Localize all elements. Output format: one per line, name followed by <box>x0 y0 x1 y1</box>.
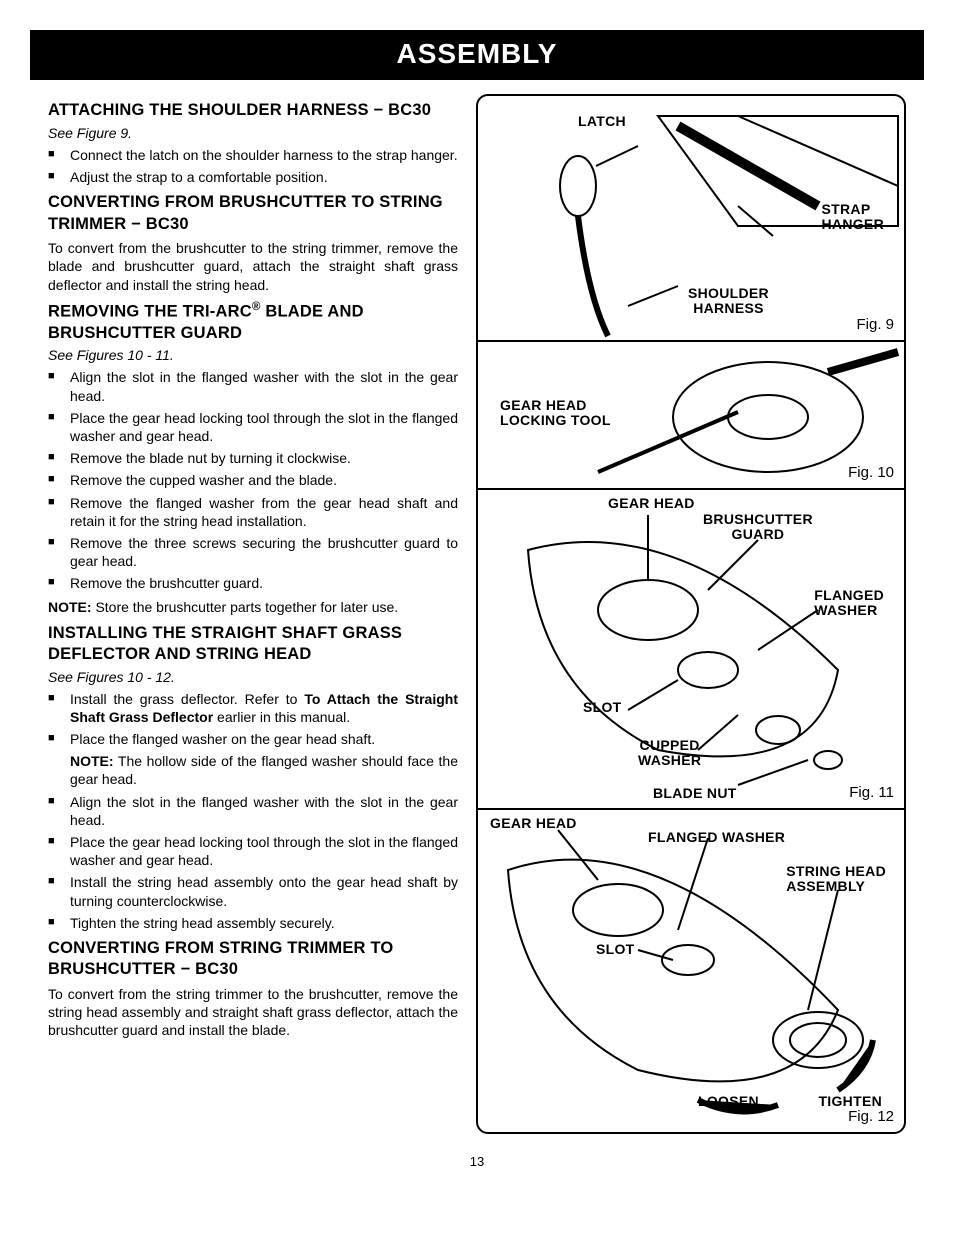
registered-mark: ® <box>252 301 261 313</box>
list-item: Install the string head assembly onto th… <box>64 873 458 909</box>
heading-part: REMOVING THE TRI-ARC <box>48 302 252 320</box>
callout-shoulder-harness: SHOULDER HARNESS <box>688 286 769 315</box>
figure-caption: See Figures 10 - 12. <box>48 668 458 686</box>
callout-strap-hanger: STRAP HANGER <box>822 202 884 231</box>
section-heading: REMOVING THE TRI-ARC® BLADE AND BRUSHCUT… <box>48 300 458 344</box>
list-item: Install the grass deflector. Refer to To… <box>64 690 458 726</box>
figure-label: Fig. 12 <box>848 1107 894 1127</box>
two-column-layout: ATTACHING THE SHOULDER HARNESS − BC30 Se… <box>48 94 906 1134</box>
callout-gear-head: GEAR HEAD <box>608 496 695 511</box>
note-text: NOTE: Store the brushcutter parts togeth… <box>48 598 458 616</box>
page-number: 13 <box>48 1154 906 1171</box>
note-body: Store the brushcutter parts together for… <box>92 599 399 615</box>
list-item: Place the flanged washer on the gear hea… <box>64 730 458 789</box>
figure-label: Fig. 11 <box>849 783 894 803</box>
callout-loosen: LOOSEN <box>698 1094 759 1109</box>
bullet-list: Connect the latch on the shoulder harnes… <box>48 146 458 186</box>
section-heading: INSTALLING THE STRAIGHT SHAFT GRASS DEFL… <box>48 623 458 666</box>
list-item: Remove the blade nut by turning it clock… <box>64 449 458 467</box>
list-item: Align the slot in the flanged washer wit… <box>64 793 458 829</box>
callout-cupped-washer: CUPPED WASHER <box>638 738 701 767</box>
list-item: Align the slot in the flanged washer wit… <box>64 368 458 404</box>
section-heading: CONVERTING FROM BRUSHCUTTER TO STRING TR… <box>48 192 458 235</box>
bullet-list: Install the grass deflector. Refer to To… <box>48 690 458 932</box>
callout-string-head-assembly: STRING HEAD ASSEMBLY <box>786 864 886 893</box>
item-text: Install the grass deflector. Refer to <box>70 691 304 707</box>
section-heading: CONVERTING FROM STRING TRIMMER TO BRUSHC… <box>48 938 458 981</box>
callout-flanged-washer: FLANGED WASHER <box>814 588 884 617</box>
callout-gear-head: GEAR HEAD <box>490 816 577 831</box>
list-item: Remove the three screws securing the bru… <box>64 534 458 570</box>
callout-brushcutter-guard: BRUSHCUTTER GUARD <box>703 512 813 541</box>
figure-caption: See Figures 10 - 11. <box>48 346 458 364</box>
figure-panel-11: GEAR HEAD BRUSHCUTTER GUARD FLANGED WASH… <box>478 488 904 808</box>
note-label: NOTE: <box>48 599 92 615</box>
figure-column: LATCH STRAP HANGER SHOULDER HARNESS Fig.… <box>476 94 906 1134</box>
figure-panel-12: GEAR HEAD FLANGED WASHER STRING HEAD ASS… <box>478 808 904 1132</box>
list-item: Place the gear head locking tool through… <box>64 833 458 869</box>
fig12-diagram <box>478 810 906 1134</box>
item-text: earlier in this manual. <box>213 709 350 725</box>
callout-latch: LATCH <box>578 114 626 129</box>
page-banner: ASSEMBLY <box>30 30 924 80</box>
list-item: Remove the brushcutter guard. <box>64 574 458 592</box>
figure-caption: See Figure 9. <box>48 124 458 142</box>
bullet-list: Align the slot in the flanged washer wit… <box>48 368 458 592</box>
callout-slot: SLOT <box>596 942 635 957</box>
figure-label: Fig. 10 <box>848 463 894 483</box>
list-item: Place the gear head locking tool through… <box>64 409 458 445</box>
note-body: The hollow side of the flanged washer sh… <box>70 753 458 787</box>
list-item: Tighten the string head assembly securel… <box>64 914 458 932</box>
section-heading: ATTACHING THE SHOULDER HARNESS − BC30 <box>48 100 458 121</box>
note-label: NOTE: <box>70 753 114 769</box>
figure-panel-9: LATCH STRAP HANGER SHOULDER HARNESS Fig.… <box>478 96 904 340</box>
figure-label: Fig. 9 <box>856 315 894 335</box>
body-text: To convert from the string trimmer to th… <box>48 985 458 1040</box>
callout-gear-head-locking-tool: GEAR HEAD LOCKING TOOL <box>500 398 611 427</box>
figure-panel-10: GEAR HEAD LOCKING TOOL Fig. 10 <box>478 340 904 488</box>
body-text: To convert from the brushcutter to the s… <box>48 239 458 294</box>
callout-blade-nut: BLADE NUT <box>653 786 737 801</box>
list-item: Remove the flanged washer from the gear … <box>64 494 458 530</box>
text-column: ATTACHING THE SHOULDER HARNESS − BC30 Se… <box>48 94 458 1134</box>
list-item: Connect the latch on the shoulder harnes… <box>64 146 458 164</box>
callout-slot: SLOT <box>583 700 622 715</box>
list-item: Adjust the strap to a comfortable positi… <box>64 168 458 186</box>
list-item: Remove the cupped washer and the blade. <box>64 471 458 489</box>
callout-flanged-washer: FLANGED WASHER <box>648 830 785 845</box>
item-text: Place the flanged washer on the gear hea… <box>70 731 375 747</box>
